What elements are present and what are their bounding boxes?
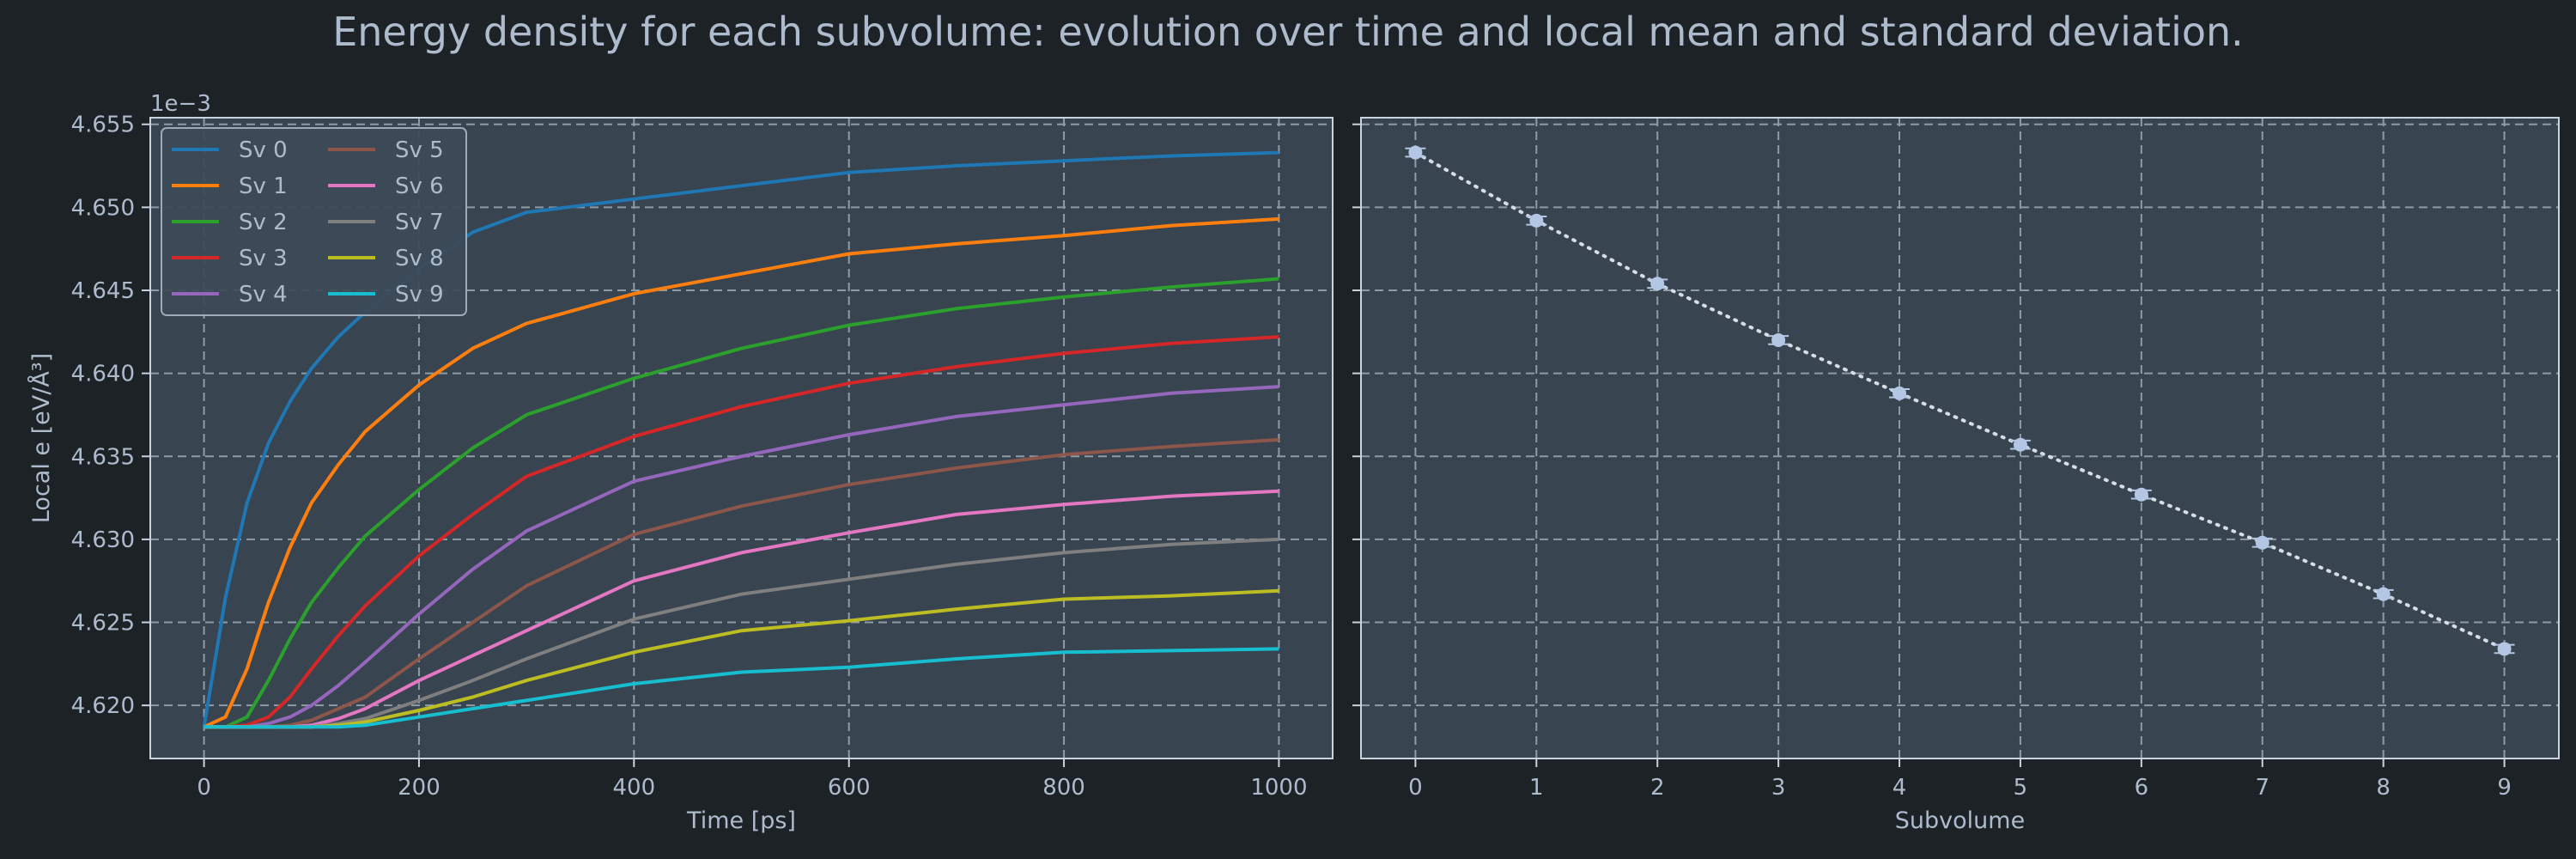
series-line-sv-1 xyxy=(203,216,1279,729)
legend-item-sv-3: Sv 3 xyxy=(172,246,288,271)
legend-item-sv-1: Sv 1 xyxy=(172,174,288,199)
left-x-tick-label: 400 xyxy=(612,775,655,801)
mean-dotted-line xyxy=(1413,150,2506,651)
legend-item-sv-5: Sv 5 xyxy=(328,137,444,163)
series-line-sv-9 xyxy=(204,647,1279,729)
legend: Sv 0 Sv 1 Sv 2 Sv 3 Sv 4 Sv 5 Sv 6 Sv 7 Sv 8 Sv 9 xyxy=(161,127,467,316)
legend-label-sv-8: Sv 8 xyxy=(395,246,444,271)
mean-marker-3 xyxy=(1771,332,1786,347)
right-plot-area xyxy=(1361,118,2559,758)
right-x-tick-label: 9 xyxy=(2497,775,2512,801)
mean-point-1 xyxy=(1526,213,1547,228)
series-line-sv-4 xyxy=(204,385,1279,729)
left-y-tick-label: 4.625 xyxy=(71,611,135,637)
subvolume-mean-chart: 0 1 2 3 4 5 6 7 8 9 Subvolume xyxy=(1352,117,2560,834)
mean-point-3 xyxy=(1768,332,1789,347)
left-x-tick-label: 0 xyxy=(197,775,211,801)
right-x-axis-label: Subvolume xyxy=(1895,807,2025,834)
mean-point-8 xyxy=(2372,587,2394,601)
left-x-tick-label: 1000 xyxy=(1250,775,1307,801)
legend-label-sv-0: Sv 0 xyxy=(239,137,288,163)
right-x-tick-label: 2 xyxy=(1650,775,1665,801)
left-y-axis-label: Local e [eV/Å³] xyxy=(27,353,55,523)
mean-marker-0 xyxy=(1408,145,1423,160)
legend-label-sv-4: Sv 4 xyxy=(239,282,288,308)
left-y-tick-label: 4.650 xyxy=(71,195,135,221)
mean-point-0 xyxy=(1405,145,1426,160)
right-x-tick-label: 5 xyxy=(2014,775,2028,801)
left-y-tick-label: 4.635 xyxy=(71,444,135,470)
legend-label-sv-7: Sv 7 xyxy=(395,210,444,235)
right-x-tick-label: 8 xyxy=(2376,775,2391,801)
mean-marker-5 xyxy=(2013,437,2027,452)
legend-item-sv-4: Sv 4 xyxy=(172,282,288,308)
mean-point-4 xyxy=(1889,386,1911,400)
mean-marker-9 xyxy=(2497,642,2512,656)
right-axes-border xyxy=(1360,117,2560,759)
series-line-sv-3 xyxy=(204,335,1279,729)
left-y-tick-label: 4.645 xyxy=(71,278,135,304)
mean-point-9 xyxy=(2494,642,2515,656)
series-line-sv-2 xyxy=(204,277,1279,729)
left-y-tick-label: 4.640 xyxy=(71,362,135,387)
right-x-tick-label: 7 xyxy=(2255,775,2269,801)
left-x-tick-label: 200 xyxy=(398,775,440,801)
time-evolution-chart: 0 200 400 600 800 1000 4.620 4.625 4.630 4.635 4.6… xyxy=(27,91,1334,834)
legend-label-sv-2: Sv 2 xyxy=(239,210,288,235)
right-x-tick-label: 1 xyxy=(1529,775,1544,801)
mean-marker-8 xyxy=(2376,587,2391,601)
left-x-tick-label: 800 xyxy=(1042,775,1085,801)
legend-box xyxy=(161,127,467,316)
figure-title: Energy density for each subvolume: evolu… xyxy=(332,9,2244,55)
mean-point-6 xyxy=(2130,487,2152,502)
legend-label-sv-5: Sv 5 xyxy=(395,137,444,163)
legend-item-sv-2: Sv 2 xyxy=(172,210,288,235)
y-offset-label: 1e−3 xyxy=(150,91,211,117)
mean-marker-7 xyxy=(2255,535,2269,550)
left-y-tick-label: 4.630 xyxy=(71,527,135,553)
legend-label-sv-1: Sv 1 xyxy=(239,174,288,199)
legend-label-sv-3: Sv 3 xyxy=(239,246,288,271)
legend-item-sv-8: Sv 8 xyxy=(328,246,444,271)
right-x-tick-label: 3 xyxy=(1771,775,1786,801)
mean-marker-6 xyxy=(2134,487,2148,502)
legend-item-sv-9: Sv 9 xyxy=(328,282,444,308)
legend-item-sv-0: Sv 0 xyxy=(172,137,288,163)
mean-marker-1 xyxy=(1529,213,1544,228)
right-x-tick-label: 6 xyxy=(2135,775,2149,801)
mean-marker-2 xyxy=(1650,277,1665,291)
mean-marker-4 xyxy=(1893,386,1907,400)
mean-point-2 xyxy=(1647,277,1668,291)
mean-point-7 xyxy=(2251,535,2273,550)
left-y-tick-label: 4.655 xyxy=(71,113,135,138)
left-x-axis-label: Time [ps] xyxy=(686,807,796,834)
right-x-tick-label: 4 xyxy=(1893,775,1907,801)
right-x-tick-label: 0 xyxy=(1408,775,1423,801)
left-x-tick-label: 600 xyxy=(828,775,871,801)
left-y-tick-label: 4.620 xyxy=(71,693,135,719)
legend-label-sv-9: Sv 9 xyxy=(395,282,444,308)
legend-item-sv-6: Sv 6 xyxy=(328,174,444,199)
legend-label-sv-6: Sv 6 xyxy=(395,174,444,199)
mean-point-5 xyxy=(2009,437,2031,452)
legend-item-sv-7: Sv 7 xyxy=(328,210,444,235)
left-axes-border xyxy=(149,117,1334,759)
